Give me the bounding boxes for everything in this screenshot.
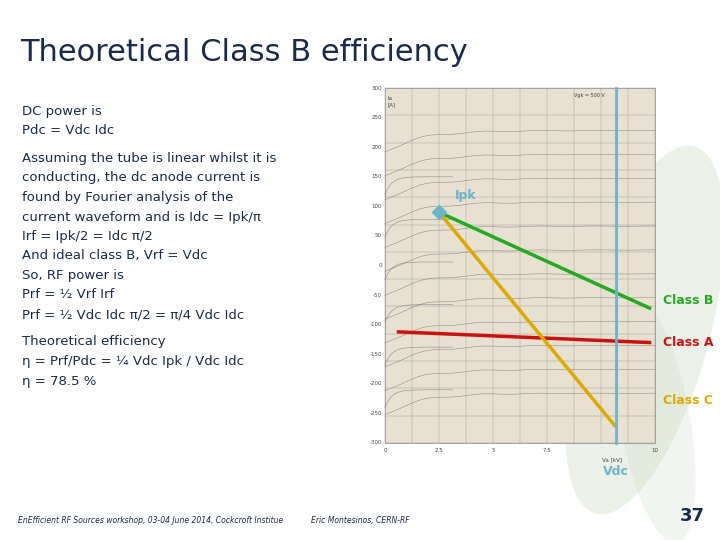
- Text: 250: 250: [372, 115, 382, 120]
- Text: η = Prf/Pdc = ¼ Vdc Ipk / Vdc Idc: η = Prf/Pdc = ¼ Vdc Ipk / Vdc Idc: [22, 355, 244, 368]
- Text: -250: -250: [369, 411, 382, 416]
- Text: 0: 0: [383, 448, 387, 453]
- Text: Theoretical Class B efficiency: Theoretical Class B efficiency: [20, 38, 468, 67]
- Text: 0: 0: [379, 263, 382, 268]
- Text: Irf = Ipk/2 = Idc π/2: Irf = Ipk/2 = Idc π/2: [22, 230, 153, 243]
- Text: -100: -100: [369, 322, 382, 327]
- Text: Va [kV]: Va [kV]: [602, 457, 622, 462]
- Text: Prf = ½ Vdc Idc π/2 = π/4 Vdc Idc: Prf = ½ Vdc Idc π/2 = π/4 Vdc Idc: [22, 308, 244, 321]
- Text: Prf = ½ Vrf Irf: Prf = ½ Vrf Irf: [22, 288, 114, 301]
- Text: 7.5: 7.5: [543, 448, 552, 453]
- Text: 100: 100: [372, 204, 382, 209]
- Text: 10: 10: [652, 448, 659, 453]
- Text: -150: -150: [369, 352, 382, 357]
- Text: Pdc = Vdc Idc: Pdc = Vdc Idc: [22, 125, 114, 138]
- Text: Class C: Class C: [663, 394, 713, 407]
- Text: Ia: Ia: [388, 96, 393, 101]
- Text: 200: 200: [372, 145, 382, 150]
- Text: η = 78.5 %: η = 78.5 %: [22, 375, 96, 388]
- Ellipse shape: [614, 297, 696, 540]
- Text: Vgk = 500 V: Vgk = 500 V: [574, 93, 605, 98]
- Text: -200: -200: [369, 381, 382, 386]
- Text: Ipk: Ipk: [455, 189, 477, 202]
- Text: [A]: [A]: [388, 102, 396, 107]
- Text: Vdc: Vdc: [603, 465, 629, 478]
- Text: Eric Montesinos, CERN-RF: Eric Montesinos, CERN-RF: [311, 516, 409, 525]
- Text: And ideal class B, Vrf = Vdc: And ideal class B, Vrf = Vdc: [22, 249, 207, 262]
- Text: 37: 37: [680, 507, 705, 525]
- Text: -50: -50: [373, 293, 382, 298]
- Text: 5: 5: [491, 448, 495, 453]
- Text: Assuming the tube is linear whilst it is: Assuming the tube is linear whilst it is: [22, 152, 276, 165]
- Text: Class B: Class B: [663, 294, 714, 307]
- Text: conducting, the dc anode current is: conducting, the dc anode current is: [22, 172, 260, 185]
- Text: -300: -300: [369, 441, 382, 446]
- Text: 300: 300: [372, 85, 382, 91]
- Text: DC power is: DC power is: [22, 105, 102, 118]
- Text: EnEfficient RF Sources workshop, 03-04 June 2014, Cockcroft Institue: EnEfficient RF Sources workshop, 03-04 J…: [18, 516, 283, 525]
- Text: 2.5: 2.5: [435, 448, 444, 453]
- Text: Class A: Class A: [663, 336, 714, 349]
- Bar: [385, 88, 655, 443]
- Text: 150: 150: [372, 174, 382, 179]
- Ellipse shape: [565, 146, 720, 514]
- Text: Theoretical efficiency: Theoretical efficiency: [22, 335, 166, 348]
- Text: So, RF power is: So, RF power is: [22, 269, 124, 282]
- Text: 50: 50: [375, 233, 382, 239]
- Text: found by Fourier analysis of the: found by Fourier analysis of the: [22, 191, 233, 204]
- Text: current waveform and is Idc = Ipk/π: current waveform and is Idc = Ipk/π: [22, 211, 261, 224]
